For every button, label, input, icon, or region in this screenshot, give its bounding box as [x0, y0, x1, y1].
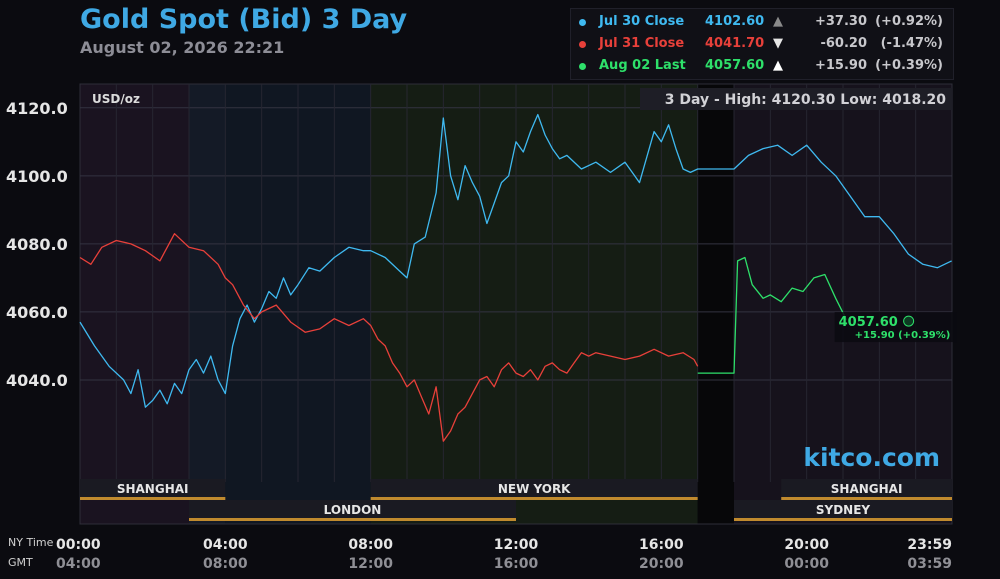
session-bar	[189, 518, 516, 521]
legend-change: +15.90	[814, 58, 867, 73]
gmt-label: GMT	[8, 556, 33, 569]
session-label-bg	[734, 500, 952, 518]
legend-dot-aug02	[579, 63, 586, 70]
legend-percent: (-1.47%)	[880, 36, 943, 51]
last-value-label: 4057.60	[839, 315, 898, 330]
legend-dot-jul31	[579, 41, 586, 48]
session-label: SHANGHAI	[117, 482, 189, 496]
session-bar	[734, 518, 952, 521]
session-bar	[781, 497, 952, 500]
legend-dot-jul30	[579, 19, 586, 26]
x-tick-label-gmt: 08:00	[203, 556, 248, 572]
x-tick-label-ny: 16:00	[639, 537, 684, 553]
session-label: SYDNEY	[816, 503, 871, 517]
legend-value: 4102.60	[705, 14, 765, 29]
x-tick-label-gmt: 03:59	[907, 556, 952, 572]
x-tick-label-ny: 20:00	[784, 537, 829, 553]
series-line-0	[79, 113, 952, 408]
legend-row-jul31: Jul 31 Close 4041.70 ▼ -60.20 (-1.47%)	[571, 33, 953, 55]
legend-value: 4041.70	[705, 36, 765, 51]
y-tick-label: 4120.0	[6, 99, 68, 118]
series-line-1	[79, 233, 699, 442]
legend-row-aug02: Aug 02 Last 4057.60 ▲ +15.90 (+0.39%)	[571, 55, 953, 77]
x-tick-label-gmt: 12:00	[348, 556, 393, 572]
legend-percent: (+0.39%)	[875, 58, 943, 73]
y-tick-label: 4100.0	[6, 167, 68, 186]
session-bar	[80, 497, 226, 500]
legend-percent: (+0.92%)	[875, 14, 943, 29]
down-arrow-icon: ▼	[773, 36, 783, 51]
high-low-label: 3 Day - High: 4120.30 Low: 4018.20	[665, 92, 947, 108]
session-label-bg	[80, 479, 226, 497]
legend-change: +37.30	[814, 14, 867, 29]
up-arrow-icon: ▲	[773, 58, 783, 73]
session-label: NEW YORK	[498, 482, 571, 496]
x-tick-label-gmt: 20:00	[639, 556, 684, 572]
last-change-label: +15.90 (+0.39%)	[855, 330, 951, 341]
session-label: LONDON	[324, 503, 382, 517]
session-label: SHANGHAI	[831, 482, 903, 496]
session-band	[80, 84, 189, 524]
last-point-dot	[903, 315, 915, 327]
session-label-bg	[781, 479, 952, 497]
legend-row-jul30: Jul 30 Close 4102.60 ▲ +37.30 (+0.92%)	[571, 11, 953, 33]
session-band	[697, 84, 734, 524]
y-tick-label: 4080.0	[6, 235, 68, 254]
high-low-bg	[640, 88, 952, 110]
ny-time-label: NY Time	[8, 536, 54, 549]
chart-timestamp: August 02, 2026 22:21	[80, 38, 285, 57]
y-tick-label: 4040.0	[6, 371, 68, 390]
legend-name: Jul 31 Close	[599, 36, 685, 51]
series-line-2	[697, 256, 848, 374]
session-band	[189, 84, 226, 524]
x-tick-label-gmt: 00:00	[784, 556, 829, 572]
x-tick-label-ny: 12:00	[494, 537, 539, 553]
chart-title: Gold Spot (Bid) 3 Day	[80, 4, 408, 35]
brand-watermark: kitco.com	[803, 443, 940, 472]
session-label-bg	[189, 500, 516, 518]
legend: Jul 30 Close 4102.60 ▲ +37.30 (+0.92%) J…	[570, 8, 954, 80]
x-tick-label-ny: 23:59	[907, 537, 952, 553]
x-tick-label-ny: 00:00	[56, 537, 101, 553]
unit-label: USD/oz	[92, 92, 140, 106]
x-tick-label-ny: 08:00	[348, 537, 393, 553]
x-tick-label-gmt: 16:00	[494, 556, 539, 572]
legend-name: Aug 02 Last	[599, 58, 686, 73]
session-band	[370, 84, 698, 524]
x-tick-label-ny: 04:00	[203, 537, 248, 553]
up-arrow-icon: ▲	[773, 14, 783, 29]
x-tick-label-gmt: 04:00	[56, 556, 101, 572]
last-value-bg	[834, 312, 957, 343]
legend-change: -60.20	[820, 36, 867, 51]
legend-value: 4057.60	[705, 58, 765, 73]
y-tick-label: 4060.0	[6, 303, 68, 322]
legend-name: Jul 30 Close	[599, 14, 685, 29]
session-label-bg	[370, 479, 698, 497]
session-bar	[370, 497, 698, 500]
